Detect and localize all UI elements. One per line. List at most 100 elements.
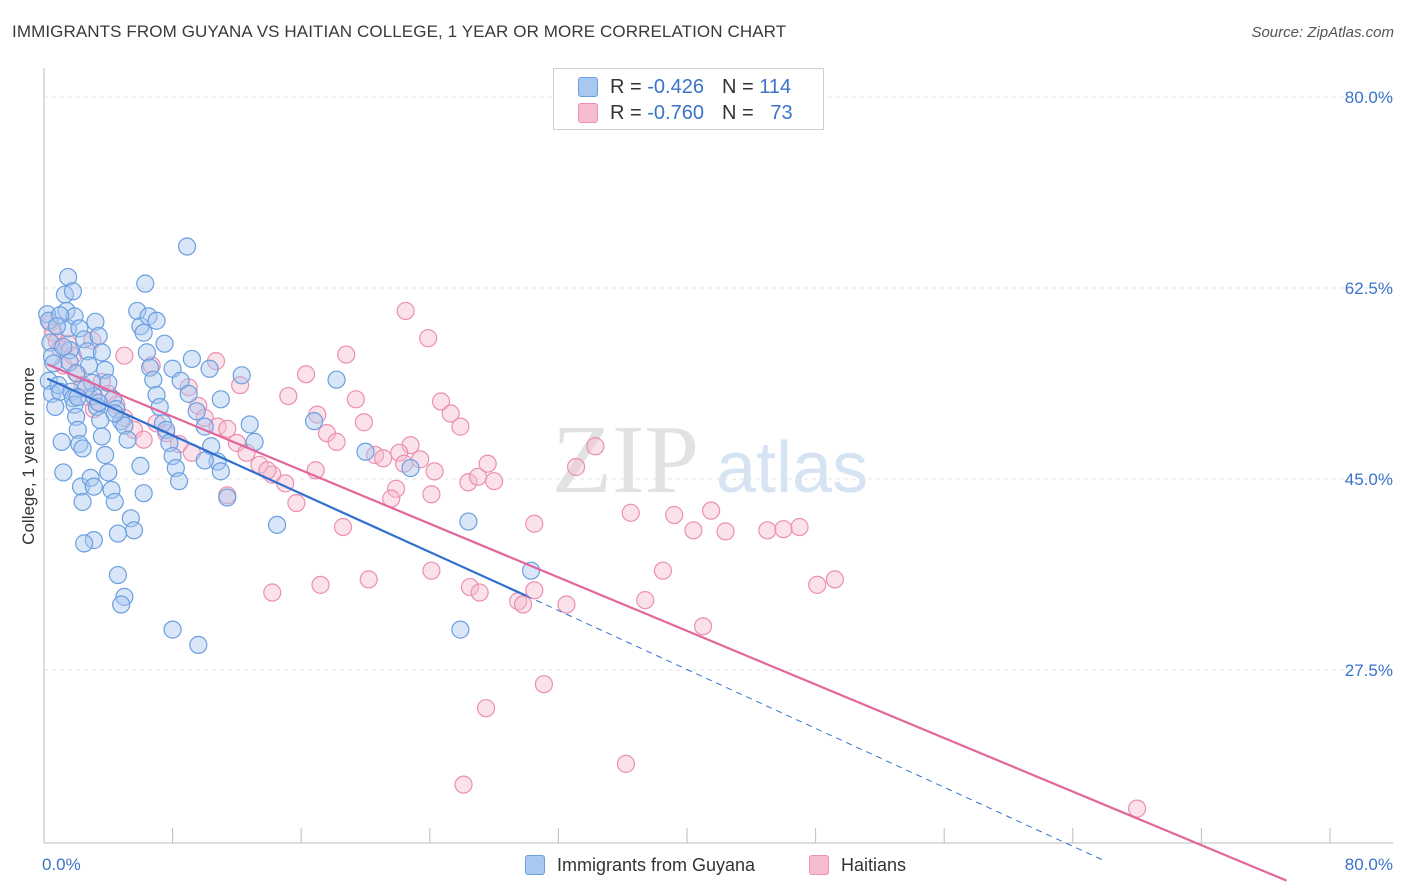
haitians-point [422, 561, 441, 580]
guyana-point [78, 342, 97, 361]
guyana-point [73, 492, 92, 512]
guyana-point [75, 534, 94, 553]
haitians-point [716, 522, 735, 541]
guyana-point [124, 521, 144, 540]
haitians-point [1127, 799, 1147, 818]
haitians-point [616, 754, 636, 773]
guyana-point [240, 415, 259, 434]
guyana-point [70, 319, 89, 338]
guyana-point [92, 343, 111, 362]
guyana-point [200, 359, 219, 378]
haitians-point [390, 443, 409, 462]
y-axis-title: College, 1 year or more [19, 367, 38, 545]
guyana-point [356, 442, 375, 461]
guyana-point [108, 524, 128, 543]
guyana-point [171, 371, 190, 390]
haitians-point [825, 570, 844, 589]
haitians-point [566, 457, 586, 477]
haitians-point [621, 503, 640, 522]
haitians-point [425, 462, 444, 481]
trend-lines [46, 363, 1288, 882]
guyana-point [177, 237, 197, 256]
haitians-point [296, 365, 316, 384]
guyana-point [304, 412, 324, 431]
series-legend-guyana: Immigrants from Guyana [525, 852, 755, 878]
legend-n-value-guyana: 114 [759, 75, 792, 98]
legend-r-value-guyana: -0.426 [647, 75, 704, 98]
series-swatch-guyana [525, 855, 545, 875]
haitians-point [115, 346, 134, 365]
guyana-point [115, 416, 134, 435]
chart-title: IMMIGRANTS FROM GUYANA VS HAITIAN COLLEG… [12, 22, 787, 41]
guyana-trend-line [46, 377, 527, 597]
haitians-point [124, 420, 144, 439]
guyana-point [105, 492, 124, 512]
haitians-point [451, 417, 470, 436]
legend-n-label: N = [721, 75, 754, 98]
guyana-point [112, 595, 131, 614]
haitians-point [218, 419, 237, 438]
haitians-point [478, 454, 497, 473]
haitians-point [359, 570, 378, 589]
guyana-point [60, 353, 79, 372]
guyana-points [38, 237, 541, 654]
haitians-point [134, 430, 153, 449]
guyana-point [75, 330, 94, 349]
guyana-point [131, 456, 150, 476]
guyana-point [182, 349, 201, 369]
guyana-point [155, 334, 174, 353]
legend-r-label: R = [610, 101, 642, 124]
haitians-point [354, 413, 373, 432]
guyana-point [54, 337, 73, 357]
guyana-point [144, 370, 163, 389]
guyana-point [459, 512, 478, 531]
guyana-point [147, 311, 166, 330]
axes [43, 68, 1393, 844]
haitians-point [419, 329, 438, 348]
haitians-point [790, 517, 809, 537]
guyana-point [68, 420, 87, 439]
guyana-point [189, 635, 208, 654]
guyana-point [63, 282, 83, 301]
guyana-point [128, 301, 147, 321]
haitians-point [534, 675, 554, 694]
guyana-point [52, 432, 71, 451]
series-label-haitians: Haitians [841, 854, 907, 875]
guyana-point [108, 565, 128, 585]
guyana-point [327, 370, 346, 389]
haitians-point [206, 352, 226, 371]
guyana-point [187, 402, 206, 421]
guyana-point [54, 463, 73, 482]
haitians-point [374, 449, 393, 468]
guyana-point [134, 484, 153, 503]
watermark-atlas: atlas [716, 428, 868, 508]
y-tick-labels: 27.5% 45.0% 62.5% 80.0% [1345, 88, 1393, 680]
haitians-point [459, 473, 478, 492]
guyana-point [50, 306, 70, 325]
haitians-point [311, 575, 330, 594]
guyana-point [211, 462, 230, 481]
guyana-point [169, 472, 189, 491]
guyana-point [84, 477, 103, 496]
haitians-point [525, 581, 544, 600]
guyana-point [102, 480, 121, 500]
haitians-trend-line [46, 363, 1288, 882]
legend-row-guyana: R = -0.426 N = 114 [578, 73, 791, 101]
haitians-point [557, 595, 576, 614]
haitians-points [41, 301, 1147, 818]
haitians-point [702, 501, 721, 520]
guyana-point [89, 326, 108, 346]
guyana-point [73, 439, 92, 458]
haitians-point [422, 485, 441, 504]
haitians-point [485, 472, 504, 491]
haitians-point [476, 699, 496, 718]
guyana-point [140, 358, 160, 377]
guyana-point [65, 307, 84, 326]
haitians-point [346, 390, 365, 409]
y-tick-label: 80.0% [1345, 88, 1393, 107]
haitians-point [758, 521, 777, 540]
guyana-point [67, 407, 86, 426]
legend-row-haitians: R = -0.760 N = 73 [578, 99, 793, 127]
legend-swatch-haitians [578, 103, 598, 123]
guyana-point [38, 305, 57, 324]
